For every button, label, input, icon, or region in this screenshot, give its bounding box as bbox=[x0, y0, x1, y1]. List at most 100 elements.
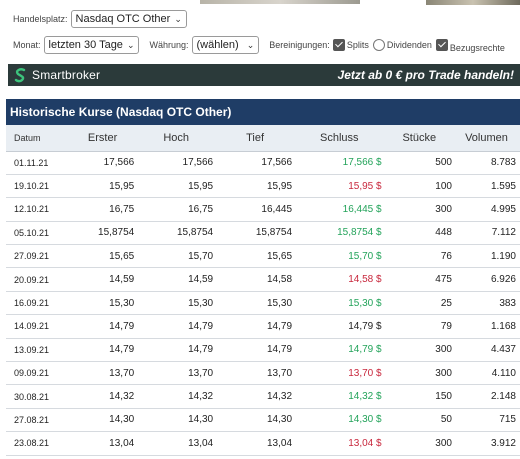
cell-stuecke: 50 bbox=[385, 408, 456, 433]
table-row: 12.10.21 16,75 16,75 16,445 16,445 $300 4.995 bbox=[6, 197, 520, 222]
table-row: 01.11.21 17,566 17,566 17,566 17,566 $500 8.7… bbox=[6, 151, 520, 175]
table-row: 14.09.21 14,79 14,79 14,79 14,79 $79 1.168 bbox=[6, 314, 520, 339]
table-header-row: Datum Erster Hoch Tief Schluss Stücke Vo… bbox=[6, 125, 520, 152]
monat-value: letzten 30 Tage bbox=[48, 39, 123, 51]
chevron-down-icon: ⌄ bbox=[174, 13, 182, 24]
cell-hoch: 14,59 bbox=[138, 267, 218, 292]
monat-select[interactable]: letzten 30 Tage ⌄ bbox=[43, 36, 140, 54]
splits-label: Splits bbox=[346, 40, 369, 50]
handelsplatz-row: Handelsplatz: Nasdaq OTC Other ⌄ bbox=[13, 10, 187, 28]
cell-schluss: 16,445 $ bbox=[296, 197, 386, 222]
cell-stuecke: 300 bbox=[385, 338, 456, 363]
cell-schluss: 15,8754 $ bbox=[296, 221, 386, 246]
cell-hoch: 15,95 bbox=[138, 174, 218, 199]
cell-stuecke: 300 bbox=[385, 431, 456, 456]
cell-hoch: 14,32 bbox=[138, 384, 218, 409]
cell-hoch: 13,04 bbox=[138, 431, 218, 456]
cell-volumen: 8.783 bbox=[455, 151, 520, 175]
header-image-right bbox=[426, 0, 520, 5]
chevron-down-icon: ⌄ bbox=[246, 39, 255, 50]
cell-erster: 14,79 bbox=[69, 338, 139, 363]
cell-erster: 15,65 bbox=[69, 244, 139, 269]
cell-erster: 16,75 bbox=[69, 197, 139, 222]
smartbroker-ad-banner[interactable]: Smartbroker Jetzt ab 0 € pro Trade hande… bbox=[8, 64, 520, 86]
historical-prices-table: Datum Erster Hoch Tief Schluss Stücke Vo… bbox=[6, 125, 520, 456]
splits-checkbox[interactable] bbox=[332, 39, 345, 51]
table-row: 30.08.21 14,32 14,32 14,32 14,32 $150 2.148 bbox=[6, 384, 520, 409]
table-row: 13.09.21 14,79 14,79 14,79 14,79 $300 4.437 bbox=[6, 338, 520, 363]
cell-hoch: 14,30 bbox=[138, 408, 218, 433]
cell-datum: 13.09.21 bbox=[6, 338, 70, 363]
cell-hoch: 16,75 bbox=[138, 197, 218, 222]
table-row: 19.10.21 15,95 15,95 15,95 15,95 $100 1.595 bbox=[6, 174, 520, 199]
top-image-strip bbox=[0, 0, 520, 5]
historical-prices-panel: Historische Kurse (Nasdaq OTC Other) Dat… bbox=[6, 99, 520, 459]
cell-datum: 23.08.21 bbox=[6, 431, 70, 456]
banner-cta-text: Jetzt ab 0 € pro Trade handeln! bbox=[337, 68, 514, 82]
cell-datum: 05.10.21 bbox=[6, 221, 70, 246]
cell-schluss: 15,95 $ bbox=[296, 174, 386, 199]
cell-erster: 14,59 bbox=[69, 267, 139, 292]
cell-tief: 15,95 bbox=[217, 174, 297, 199]
monat-label: Monat: bbox=[13, 40, 41, 50]
cell-schluss: 14,58 $ bbox=[296, 267, 386, 292]
cell-datum: 27.08.21 bbox=[6, 408, 70, 433]
cell-stuecke: 448 bbox=[385, 221, 456, 246]
cell-schluss: 14,32 $ bbox=[296, 384, 386, 409]
panel-title: Historische Kurse (Nasdaq OTC Other) bbox=[6, 99, 520, 125]
cell-stuecke: 475 bbox=[385, 267, 456, 292]
handelsplatz-select[interactable]: Nasdaq OTC Other ⌄ bbox=[70, 10, 187, 28]
cell-tief: 17,566 bbox=[217, 151, 297, 175]
bezugsrechte-checkbox[interactable] bbox=[435, 39, 448, 51]
cell-volumen: 715 bbox=[455, 408, 520, 433]
waehrung-value: (wählen) bbox=[196, 39, 239, 51]
column-header-tief[interactable]: Tief bbox=[217, 125, 297, 152]
dividenden-label: Dividenden bbox=[386, 40, 432, 50]
cell-hoch: 13,70 bbox=[138, 361, 218, 386]
waehrung-label: Währung: bbox=[149, 40, 189, 50]
cell-datum: 09.09.21 bbox=[6, 361, 70, 386]
table-row: 16.09.21 15,30 15,30 15,30 15,30 $25 383 bbox=[6, 291, 520, 316]
cell-datum: 20.09.21 bbox=[6, 267, 70, 292]
column-header-volumen[interactable]: Volumen bbox=[455, 125, 520, 152]
waehrung-select[interactable]: (wählen) ⌄ bbox=[191, 36, 260, 54]
chevron-down-icon: ⌄ bbox=[126, 39, 135, 50]
dividenden-checkbox[interactable] bbox=[372, 39, 385, 51]
cell-volumen: 1.595 bbox=[455, 174, 520, 199]
cell-erster: 15,30 bbox=[69, 291, 139, 316]
column-header-erster[interactable]: Erster bbox=[69, 125, 139, 152]
bereinigungen-label: Bereinigungen: bbox=[269, 40, 330, 50]
smartbroker-brand: Smartbroker bbox=[14, 67, 101, 83]
cell-datum: 16.09.21 bbox=[6, 291, 70, 316]
cell-stuecke: 150 bbox=[385, 384, 456, 409]
cell-datum: 30.08.21 bbox=[6, 384, 70, 409]
cell-datum: 01.11.21 bbox=[6, 151, 70, 175]
cell-schluss: 17,566 $ bbox=[296, 151, 386, 175]
header-image-left bbox=[200, 0, 360, 4]
column-header-hoch[interactable]: Hoch bbox=[138, 125, 218, 152]
column-header-datum[interactable]: Datum bbox=[6, 125, 70, 152]
cell-tief: 13,04 bbox=[217, 431, 297, 456]
smartbroker-logo-icon bbox=[14, 67, 27, 83]
cell-hoch: 15,8754 bbox=[138, 221, 218, 246]
cell-datum: 19.10.21 bbox=[6, 174, 70, 199]
cell-hoch: 14,79 bbox=[138, 314, 218, 339]
cell-datum: 27.09.21 bbox=[6, 244, 70, 269]
handelsplatz-value: Nasdaq OTC Other bbox=[75, 13, 171, 25]
cell-erster: 13,70 bbox=[69, 361, 139, 386]
cell-tief: 13,70 bbox=[217, 361, 297, 386]
cell-stuecke: 25 bbox=[385, 291, 456, 316]
cell-stuecke: 500 bbox=[385, 151, 456, 175]
column-header-schluss[interactable]: Schluss bbox=[296, 125, 386, 152]
cell-erster: 14,32 bbox=[69, 384, 139, 409]
cell-hoch: 17,566 bbox=[138, 151, 218, 175]
column-header-stuecke[interactable]: Stücke bbox=[385, 125, 456, 152]
cell-hoch: 15,70 bbox=[138, 244, 218, 269]
cell-stuecke: 300 bbox=[385, 361, 456, 386]
table-row: 23.08.21 13,04 13,04 13,04 13,04 $300 3.912 bbox=[6, 431, 520, 456]
cell-erster: 15,95 bbox=[69, 174, 139, 199]
cell-volumen: 4.995 bbox=[455, 197, 520, 222]
cell-schluss: 14,30 $ bbox=[296, 408, 386, 433]
cell-volumen: 4.437 bbox=[455, 338, 520, 363]
smartbroker-brand-name: Smartbroker bbox=[32, 68, 101, 82]
